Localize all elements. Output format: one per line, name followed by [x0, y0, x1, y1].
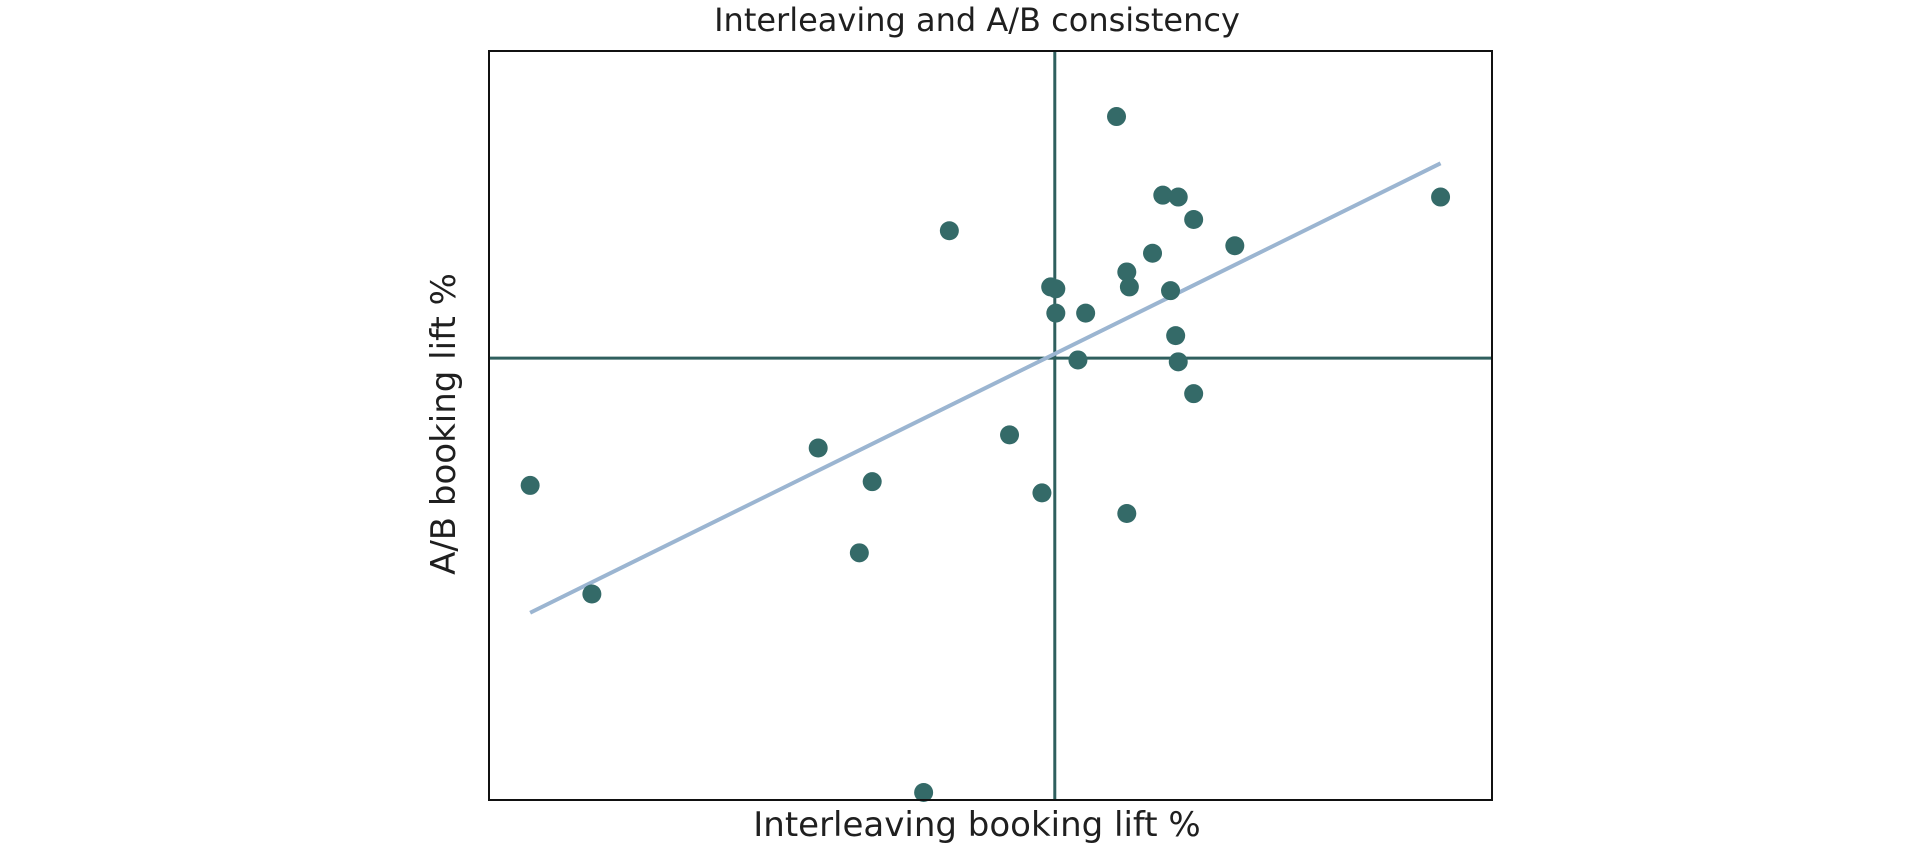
scatter-point	[1143, 243, 1163, 263]
scatter-point	[1184, 384, 1204, 404]
scatter-point	[808, 438, 828, 458]
scatter-point	[939, 221, 959, 241]
scatter-point	[1184, 210, 1204, 230]
scatter-point	[1046, 279, 1066, 299]
scatter-point	[1119, 277, 1139, 297]
scatter-point	[1431, 187, 1451, 207]
scatter-point	[1166, 326, 1186, 346]
plot-frame	[488, 50, 1493, 801]
scatter-point	[1076, 303, 1096, 323]
scatter-point	[1168, 187, 1188, 207]
scatter-point	[1046, 303, 1066, 323]
scatter-point	[1117, 262, 1137, 282]
x-axis-label: Interleaving booking lift %	[753, 805, 1200, 845]
scatter-point	[862, 472, 882, 492]
scatter-point	[1000, 425, 1020, 445]
scatter-point	[914, 783, 934, 803]
scatter-point	[582, 584, 602, 604]
scatter-point	[1168, 352, 1188, 372]
scatter-point	[520, 475, 540, 495]
scatter-point	[1107, 107, 1127, 127]
scatter-point	[1117, 504, 1137, 524]
scatter-point	[1153, 185, 1173, 205]
scatter-points	[520, 107, 1451, 803]
y-axis-label: A/B booking lift %	[424, 273, 464, 575]
trendline	[529, 161, 1442, 615]
chart-title: Interleaving and A/B consistency	[714, 1, 1240, 39]
scatter-point	[1225, 236, 1245, 256]
scatter-point	[1161, 281, 1181, 301]
scatter-point	[1068, 350, 1088, 370]
plot-area	[488, 50, 1493, 803]
scatter-point	[1032, 483, 1052, 503]
scatter-point	[849, 543, 869, 563]
